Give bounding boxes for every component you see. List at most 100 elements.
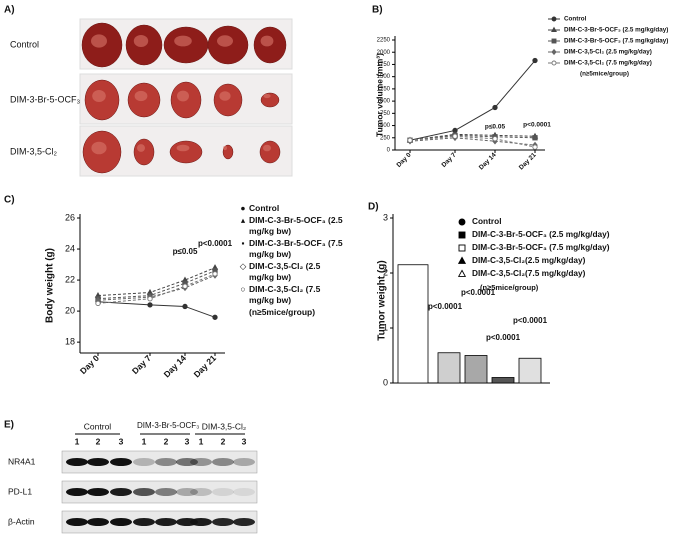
blot-band (190, 488, 212, 496)
legend-label: DIM-C-3-Br-5-OCF₃ (2.5 mg/kg/day) (564, 27, 668, 34)
y-tick-label: 18 (65, 337, 75, 347)
legend-label: Control (472, 216, 502, 226)
lane-label: 3 (119, 436, 124, 446)
lane-label: 2 (96, 436, 101, 446)
blot-band (233, 488, 255, 496)
lane-label: 1 (75, 436, 80, 446)
annotation: p<0.0001 (428, 302, 463, 311)
legend-note: (n≥5mice/group) (580, 71, 629, 78)
annotation: p<0.0001 (461, 288, 496, 297)
group-label: DIM-3,5-Cl₂ (202, 421, 246, 431)
tumor (259, 140, 281, 164)
legend-symbol: ◇ (239, 261, 247, 271)
series-line (97, 267, 216, 297)
legend-label: DIM-C-3-Br-5-OCF₃ (7.5 mg/kg bw) (249, 238, 343, 259)
bar (464, 355, 488, 384)
marker (492, 136, 498, 142)
y-tick-label: 20 (65, 305, 75, 315)
series-line (97, 270, 216, 300)
legend-symbol (551, 48, 557, 56)
blot-band (87, 518, 109, 526)
blot-band (133, 488, 155, 496)
y-tick-label: 3 (383, 212, 388, 222)
bar (397, 264, 429, 384)
tumor-highlight (176, 144, 190, 152)
row-label: β-Actin (8, 516, 35, 526)
y-tick-label: 750 (380, 111, 391, 117)
blot-band (66, 458, 88, 466)
tumor-highlight (91, 34, 107, 48)
legend-label: DIM-C-3,5-Cl₂ (7.5 mg/kg/day) (564, 60, 652, 67)
tumor-highlight (177, 90, 189, 102)
row-label: DIM-3-Br-5-OCF₃ (10, 94, 80, 104)
marker (182, 283, 188, 289)
series-line (409, 135, 536, 148)
legend: ● Control ▴ DIM-C-3-Br-5-OCF₃ (2.5 mg/kg bw… (237, 203, 345, 318)
lane-label: 2 (221, 436, 226, 446)
panel-label: C) (4, 195, 15, 206)
tumor (133, 138, 155, 166)
legend-entry: ▪ DIM-C-3-Br-5-OCF₃ (7.5 mg/kg bw) (237, 238, 345, 260)
tumor-highlight (137, 144, 145, 152)
y-tick-label: 0 (387, 148, 391, 154)
panel-label: B) (372, 5, 383, 16)
tumor (169, 140, 203, 164)
legend-symbol (458, 218, 466, 226)
lane-label: 3 (242, 436, 247, 446)
annotation: p<0.0001 (486, 333, 521, 342)
y-tick-label: 1250 (377, 86, 391, 92)
bar (518, 357, 542, 384)
tumor-highlight (217, 35, 233, 47)
blot-band (176, 458, 198, 466)
marker (147, 302, 153, 308)
bar (491, 377, 515, 384)
x-tick-label: Day 0 (395, 151, 412, 168)
blot-band (212, 458, 234, 466)
marker (492, 104, 498, 111)
y-tick-label: 1500 (377, 74, 391, 80)
marker (212, 314, 218, 320)
series-line (409, 137, 536, 146)
y-axis-label: Tumor weight (g) (377, 260, 388, 340)
y-tick-label: 0 (383, 377, 388, 387)
tumor-highlight (92, 90, 106, 102)
marker (95, 300, 101, 306)
tumor-highlight (174, 35, 192, 47)
series-line (97, 301, 216, 318)
row-label: NR4A1 (8, 456, 36, 466)
bar (437, 352, 461, 384)
marker (212, 271, 218, 277)
y-tick-label: 24 (65, 243, 75, 253)
y-tick-label: 250 (380, 135, 391, 141)
legend-symbol (551, 38, 557, 44)
group-label: Control (84, 421, 112, 431)
legend-entry: ▴ DIM-C-3-Br-5-OCF₃ (2.5 mg/kg bw) (237, 215, 345, 237)
blot-band (233, 458, 255, 466)
group-label: DIM-3-Br-5-OCF₃ (137, 421, 199, 430)
legend-entry: ◇ DIM-C-3,5-Cl₂ (2.5 mg/kg bw) (237, 261, 345, 283)
row-label: Control (10, 39, 39, 49)
blot-band (190, 458, 212, 466)
marker (452, 133, 458, 139)
legend-label: DIM-C-3-Br-5-OCF₃ (7.5 mg/kg/day) (564, 38, 668, 45)
legend-symbol (551, 16, 557, 22)
blot-band (66, 518, 88, 526)
annotation: p≤0.05 (485, 124, 506, 131)
blot-band (110, 458, 132, 466)
blot-band (190, 518, 212, 526)
annotation: p<0.0001 (513, 316, 548, 325)
blot-band (133, 518, 155, 526)
legend-label: DIM-C-3,5-Cl₂ (7.5 mg/kg bw) (249, 284, 321, 305)
y-tick-label: 1 (383, 322, 388, 332)
legend-symbol: ▪ (241, 238, 245, 248)
tumor-highlight (91, 141, 107, 155)
blot-band (155, 488, 177, 496)
legend-label: DIM-C-3-Br-5-OCF₃ (2.5 mg/kg/day) (472, 229, 610, 239)
marker (532, 144, 538, 150)
marker (532, 57, 538, 64)
legend-symbol (551, 26, 557, 33)
lane-label: 3 (185, 436, 190, 446)
tumor-highlight (263, 144, 271, 152)
blot-band (155, 518, 177, 526)
